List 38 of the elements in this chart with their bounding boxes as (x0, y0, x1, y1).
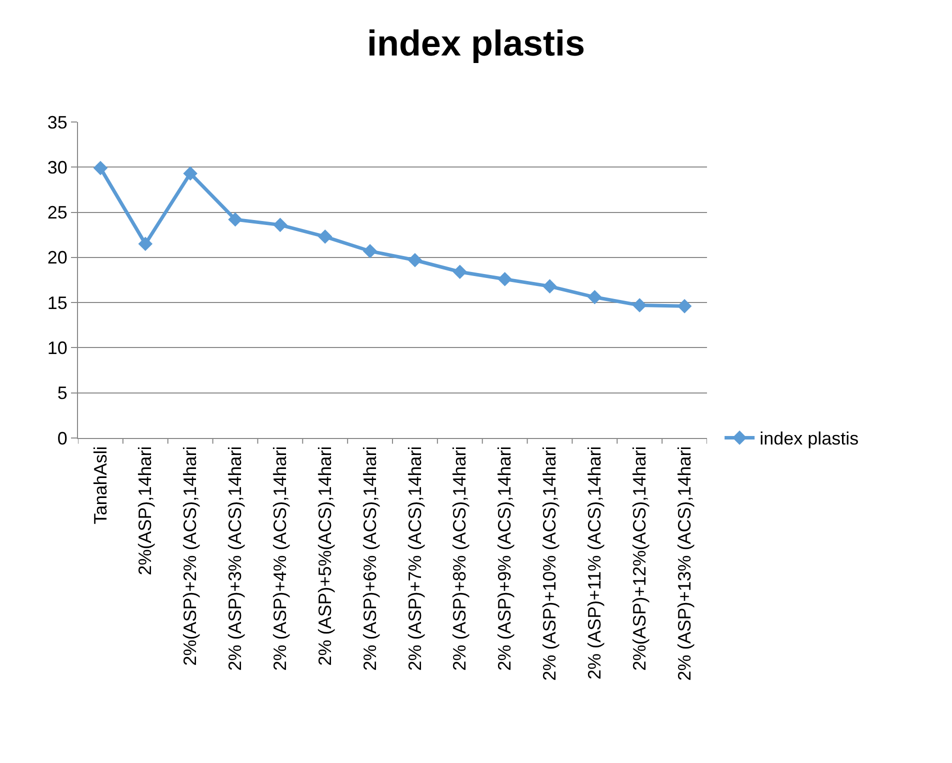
legend-label: index plastis (760, 428, 859, 449)
x-tick-label: 2% (ASP)+4% (ACS),14hari (270, 446, 290, 671)
y-tick-label: 15 (47, 292, 68, 313)
x-tick-label: TanahAsli (90, 446, 110, 524)
y-tick-label: 30 (47, 157, 68, 178)
y-tick-label: 35 (47, 112, 68, 132)
point (183, 166, 198, 181)
point (542, 279, 557, 294)
x-tick-label: 2% (ASP)+11% (ACS),14hari (584, 446, 605, 680)
point (93, 160, 108, 176)
x-tick-label: 2% (ASP)+6% (ACS),14hari (360, 446, 380, 671)
point (677, 299, 692, 314)
x-tick-label: 2% (ASP)+7% (ACS),14hari (404, 446, 425, 671)
point (273, 218, 288, 232)
x-tick-label: 2%(ASP)+2% (ACS),14hari (180, 446, 200, 666)
x-tick-label: 2% (ASP)+8% (ACS),14hari (450, 446, 470, 671)
point (588, 290, 602, 304)
point (138, 236, 153, 252)
x-tick-label: 2% (ASP)+3% (ACS),14hari (225, 446, 246, 671)
y-tick-label: 25 (47, 202, 68, 223)
x-tick-label: 2%(ASP),14hari (135, 446, 156, 576)
point (498, 272, 512, 286)
point (632, 298, 647, 312)
point (408, 252, 422, 268)
y-tick-label: 0 (57, 428, 68, 448)
point (318, 230, 332, 244)
x-tick-label: 2%(ASP)+12%(ACS),14hari (629, 446, 650, 671)
point (452, 264, 468, 280)
x-tick-label: 2% (ASP)+13% (ACS),14hari (674, 446, 694, 681)
chart-title: index plastis (366, 22, 586, 64)
y-tick-label: 20 (47, 248, 68, 268)
y-tick-label: 5 (57, 383, 68, 404)
x-tick-label: 2% (ASP)+9% (ACS),14hari (494, 446, 515, 671)
y-tick-label: 10 (47, 338, 68, 358)
x-tick-label: 2% (ASP)+5%(ACS),14hari (314, 446, 335, 666)
point (228, 212, 242, 227)
x-tick-label: 2% (ASP)+10% (ACS),14hari (540, 446, 560, 681)
point (362, 244, 378, 258)
